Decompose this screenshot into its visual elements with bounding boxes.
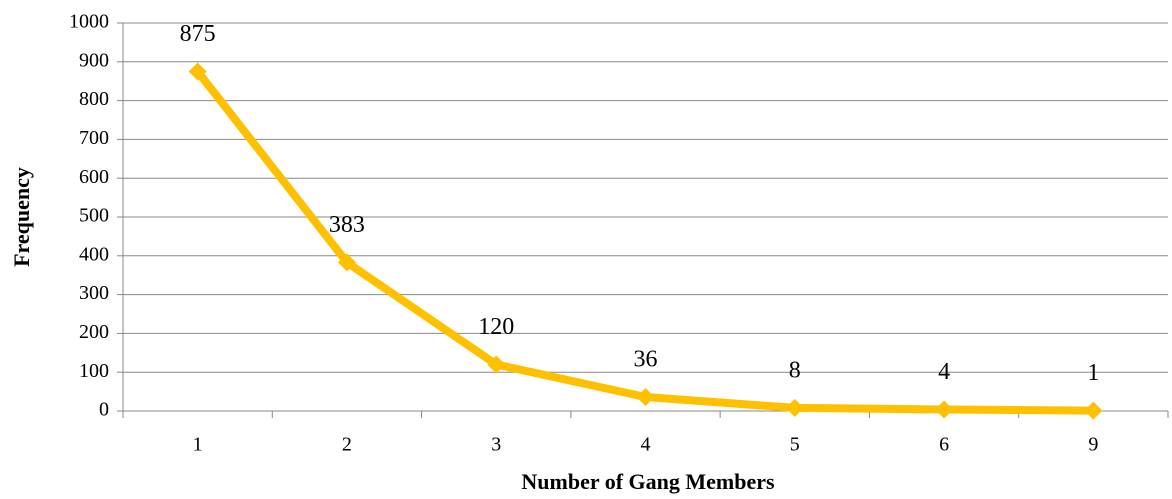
x-tick-label: 6 xyxy=(939,434,949,456)
x-axis-title: Number of Gang Members xyxy=(521,469,775,494)
y-tick-label: 300 xyxy=(79,282,109,304)
data-label: 4 xyxy=(938,359,950,385)
y-tick-label: 100 xyxy=(79,360,109,382)
y-tick-label: 1000 xyxy=(69,11,109,33)
marker xyxy=(935,400,954,419)
marker xyxy=(785,398,804,417)
y-tick-label: 700 xyxy=(79,127,109,149)
x-tick-label: 9 xyxy=(1088,434,1098,456)
x-tick-label: 1 xyxy=(193,434,203,456)
marker xyxy=(487,355,506,374)
data-label: 36 xyxy=(634,347,658,373)
y-tick-label: 0 xyxy=(99,399,109,421)
marker xyxy=(1084,401,1103,420)
y-tick-label: 200 xyxy=(79,321,109,343)
y-tick-label: 500 xyxy=(79,205,109,227)
data-label: 120 xyxy=(478,314,514,340)
data-label: 875 xyxy=(180,21,216,47)
data-label: 383 xyxy=(329,212,365,238)
x-tick-label: 2 xyxy=(342,434,352,456)
y-tick-label: 800 xyxy=(79,88,109,110)
y-tick-label: 600 xyxy=(79,166,109,188)
y-axis-title: Frequency xyxy=(9,167,34,267)
data-label: 1 xyxy=(1087,360,1099,386)
y-tick-label: 400 xyxy=(79,243,109,265)
marker xyxy=(337,253,356,272)
marker xyxy=(188,62,207,81)
y-tick-label: 900 xyxy=(79,49,109,71)
x-tick-label: 3 xyxy=(491,434,501,456)
marker xyxy=(636,388,655,407)
data-label: 8 xyxy=(789,357,801,383)
x-tick-label: 4 xyxy=(641,434,651,456)
x-tick-label: 5 xyxy=(790,434,800,456)
